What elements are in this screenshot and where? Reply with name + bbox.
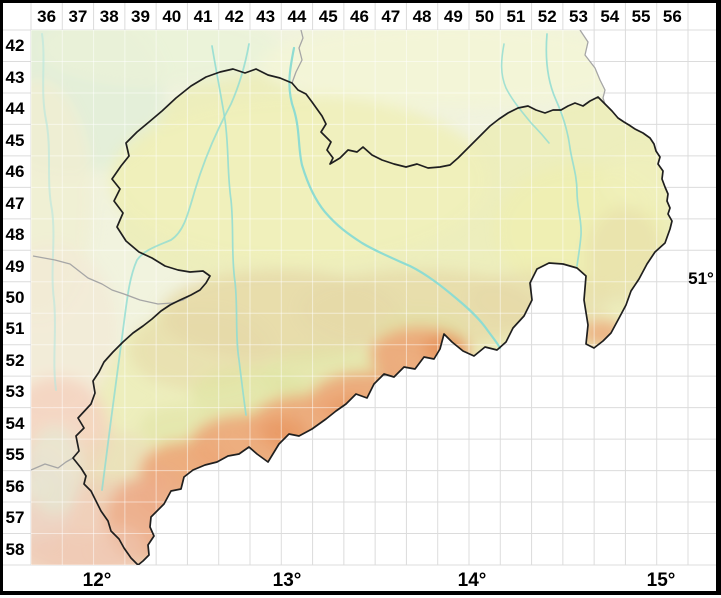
grid-column-label: 55 <box>631 7 651 26</box>
grid-column-label: 39 <box>131 7 150 26</box>
river-schwarze-elster <box>500 43 550 144</box>
grid-row-label: 57 <box>5 508 25 528</box>
grid-column-label: 37 <box>68 7 88 26</box>
grid-column-label: 48 <box>412 7 432 26</box>
terrain-layer <box>31 30 673 565</box>
grid-column-label: 46 <box>350 7 369 26</box>
border-bavaria <box>31 457 74 471</box>
border-poland <box>579 30 606 105</box>
grid-column-label: 38 <box>99 7 119 26</box>
frame-border-right <box>716 0 721 595</box>
grid-row-label: 56 <box>5 476 25 496</box>
river-spree <box>545 33 582 267</box>
river-elbe <box>288 46 502 350</box>
grid-row-label: 47 <box>5 193 25 213</box>
grid-row-label: 44 <box>5 99 25 119</box>
grid-row-label: 55 <box>5 445 25 465</box>
border-brandenburg <box>291 30 304 84</box>
longitude-label: 14° <box>457 570 487 591</box>
grid-row-label: 54 <box>5 413 25 433</box>
grid-column-label: 54 <box>600 7 620 26</box>
grid-column-label: 45 <box>318 7 338 26</box>
longitude-label: 13° <box>272 570 302 591</box>
grid-column-label: 36 <box>37 7 57 26</box>
grid-row-label: 51 <box>5 319 25 339</box>
grid-column-label: 41 <box>193 7 213 26</box>
river-mulde <box>211 45 247 416</box>
grid-row-label: 50 <box>5 288 25 307</box>
grid-row-label: 52 <box>5 350 25 370</box>
grid-column-label: 56 <box>662 7 682 26</box>
river-saale <box>41 33 57 391</box>
grid-row-label: 53 <box>5 382 25 402</box>
grid-row-label: 48 <box>5 225 25 245</box>
grid-row-label: 58 <box>5 539 25 559</box>
grid-column-label: 43 <box>256 7 276 26</box>
grid-row-label: 46 <box>5 162 25 182</box>
latitude-label: 51° <box>688 269 714 288</box>
longitude-label: 15° <box>646 570 676 591</box>
saxony-boundary <box>72 68 673 565</box>
grid-row-label: 42 <box>5 36 25 56</box>
grid-column-label: 42 <box>224 7 244 26</box>
rivers <box>41 33 582 491</box>
longitude-label: 12° <box>82 570 112 591</box>
grid-row-label: 45 <box>5 130 25 150</box>
grid-column-label: 47 <box>381 7 401 26</box>
grid-column-label: 51 <box>506 7 526 26</box>
grid-row-label: 43 <box>5 67 25 87</box>
frame-border-left <box>0 0 3 595</box>
grid-row-label: 49 <box>5 256 25 276</box>
grid-column-label: 50 <box>475 7 495 26</box>
frame-border-top <box>0 0 721 3</box>
grid-column-label: 40 <box>162 7 182 26</box>
grid-column-label: 52 <box>537 7 557 26</box>
grid-column-label: 49 <box>443 7 463 26</box>
grid-column-label: 44 <box>287 7 307 26</box>
grid-column-label: 53 <box>569 7 588 26</box>
frame-border-bottom <box>0 591 721 595</box>
